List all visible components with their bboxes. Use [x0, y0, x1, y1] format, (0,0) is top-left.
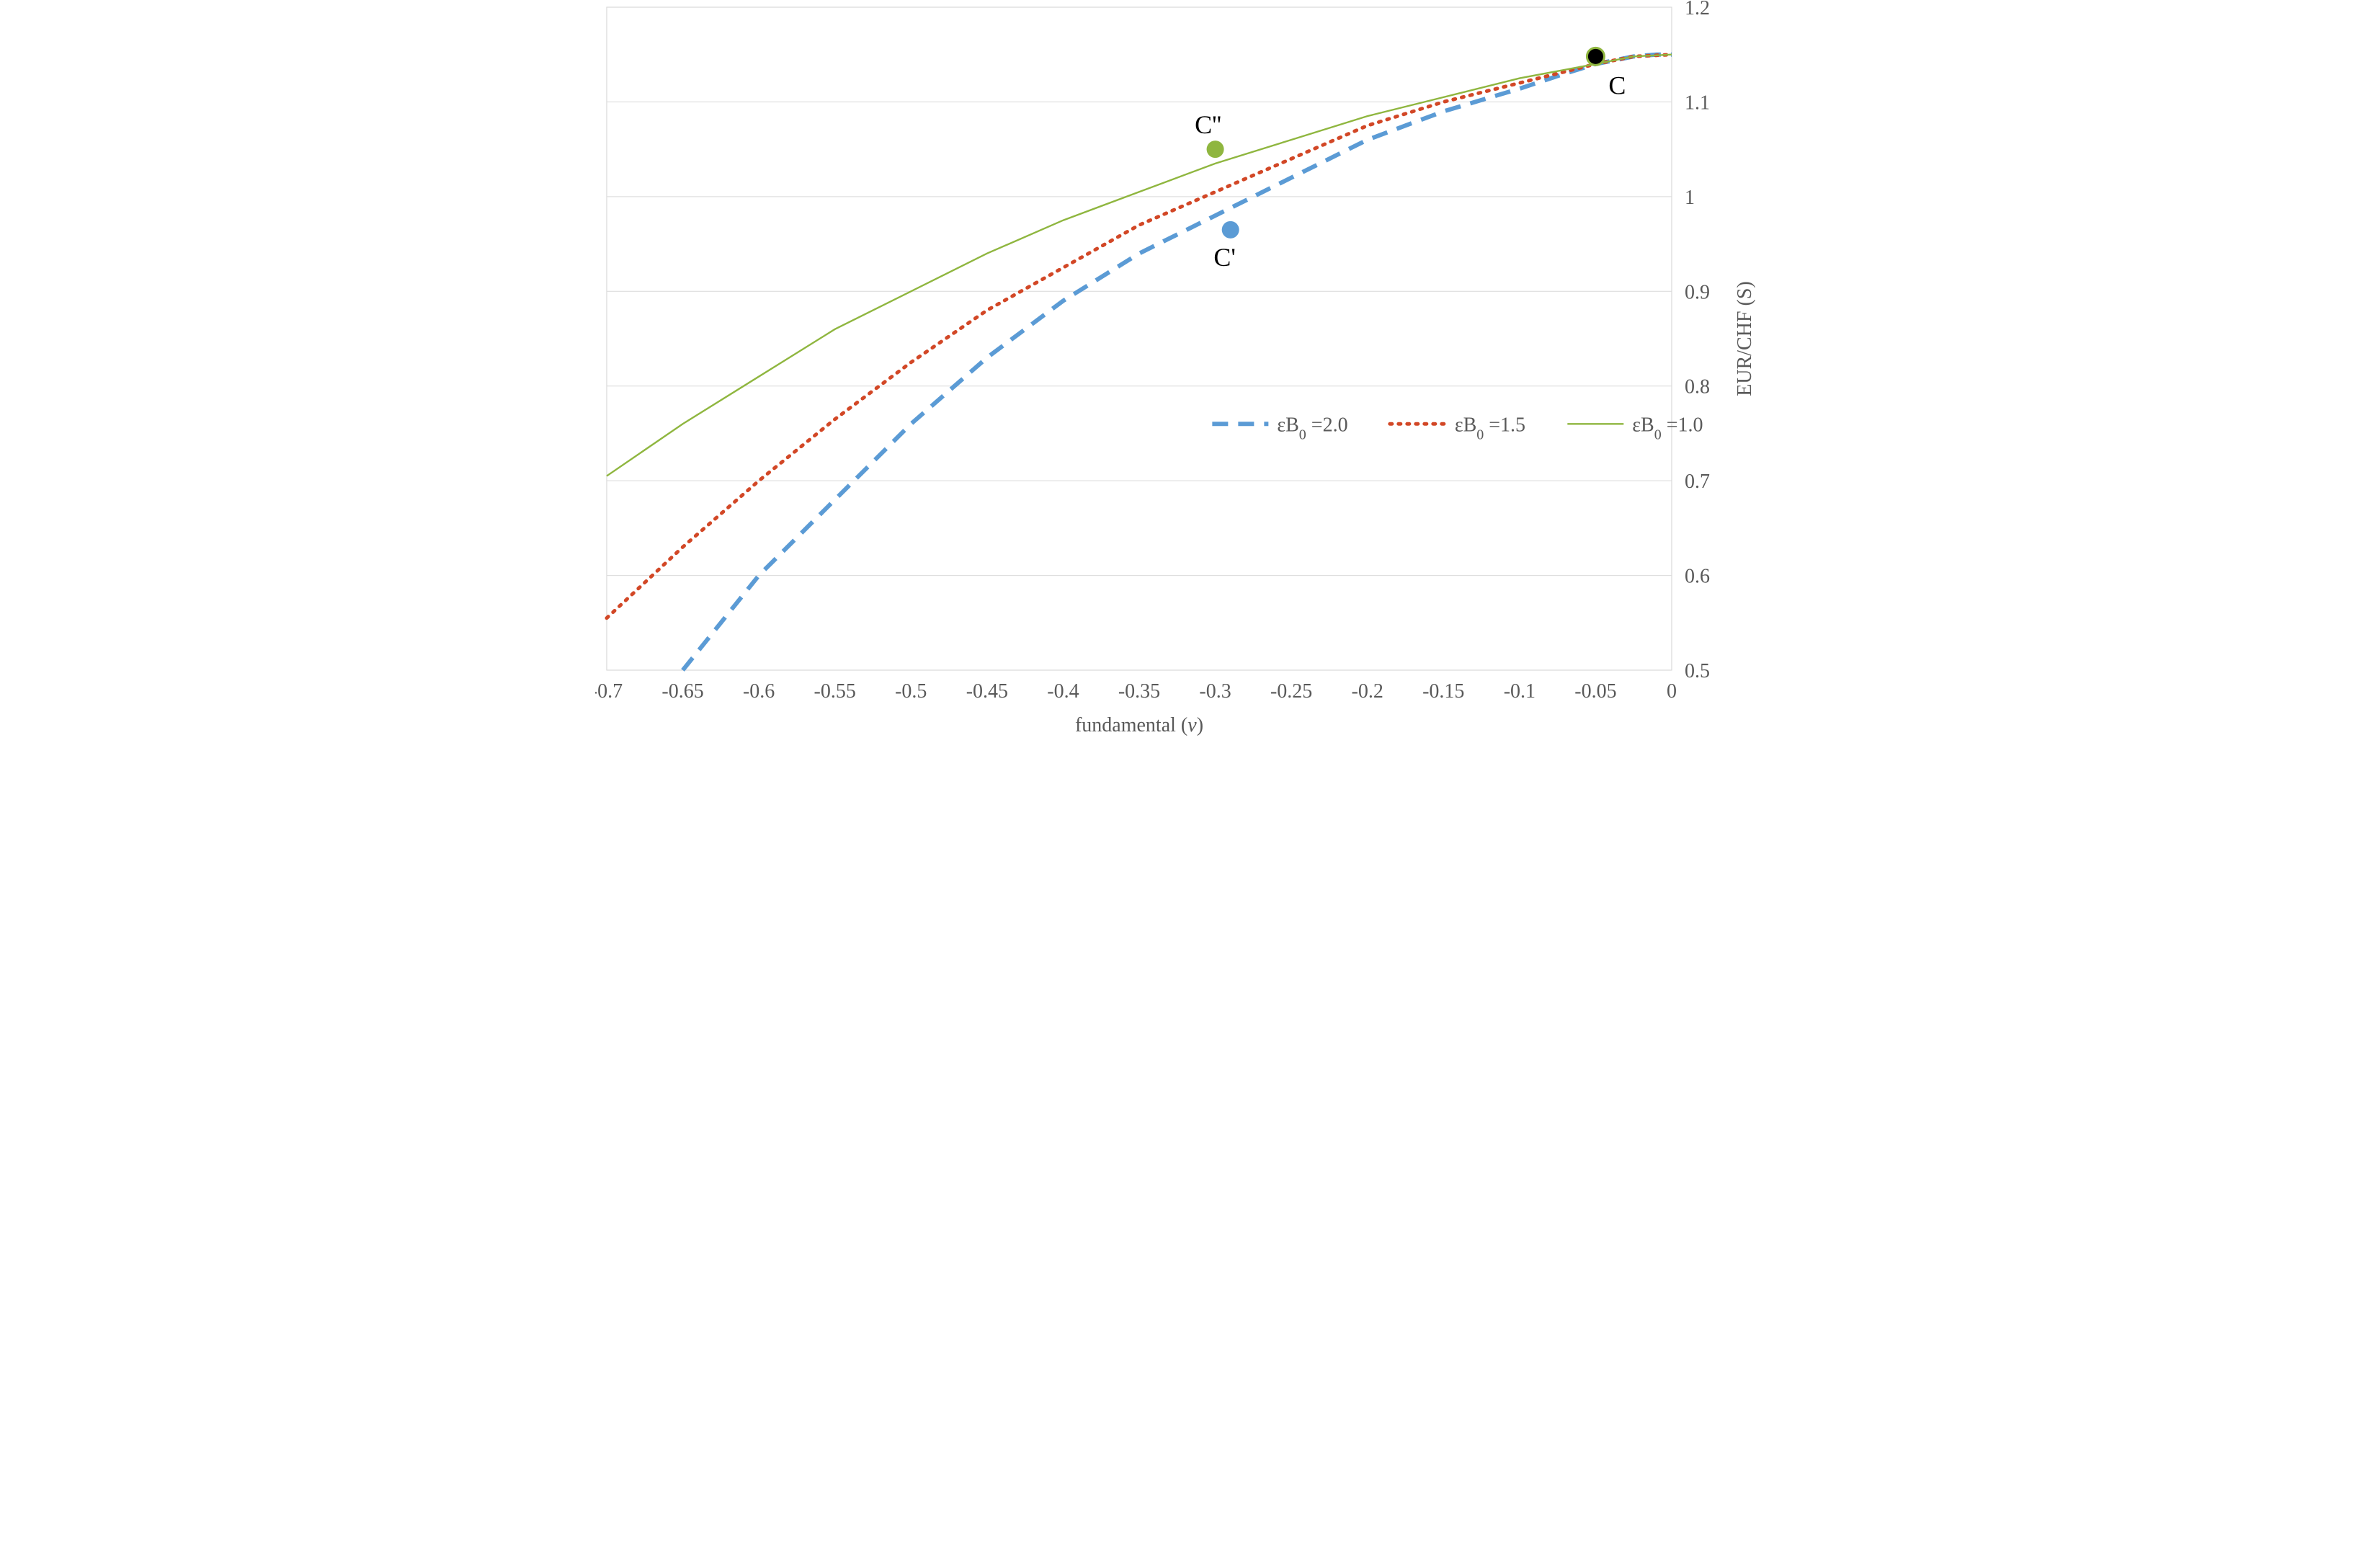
- marker-Cpp: [1207, 141, 1224, 158]
- marker-Cp: [1222, 221, 1239, 239]
- y-axis-title: EUR/CHF (S): [1734, 281, 1756, 396]
- x-tick-label: -0.25: [1270, 680, 1312, 703]
- x-tick-label: -0.7: [595, 680, 623, 703]
- x-tick-label: -0.6: [743, 680, 775, 703]
- x-tick-label: -0.55: [814, 680, 856, 703]
- y-tick-label: 0.6: [1685, 566, 1710, 588]
- chart-svg: C C'' C' -0.7 -0.65 -0.6 -0.55 -0.5 -0.45 -0.4 -0.…: [595, 0, 1785, 775]
- y-tick-label: 0.5: [1685, 660, 1710, 682]
- x-tick-label: -0.45: [966, 680, 1008, 703]
- x-tick-label: -0.05: [1574, 680, 1616, 703]
- x-tick-label: -0.4: [1047, 680, 1079, 703]
- x-tick-label: -0.1: [1504, 680, 1536, 703]
- y-tick-label: 0.7: [1685, 471, 1710, 493]
- y-tick-label: 0.9: [1685, 281, 1710, 303]
- y-tick-label: 1: [1685, 187, 1695, 209]
- x-tick-label: -0.5: [895, 680, 927, 703]
- marker-label-C: C: [1608, 71, 1626, 99]
- x-tick-label: -0.65: [661, 680, 703, 703]
- x-tick-label: 0: [1667, 680, 1677, 703]
- y-tick-label: 1.2: [1685, 0, 1710, 19]
- x-tick-label: -0.15: [1422, 680, 1464, 703]
- x-tick-label: -0.3: [1199, 680, 1231, 703]
- marker-label-Cp: C': [1213, 243, 1236, 272]
- chart-container: C C'' C' -0.7 -0.65 -0.6 -0.55 -0.5 -0.45 -0.4 -0.…: [595, 0, 1785, 775]
- marker-label-Cpp: C'': [1195, 110, 1221, 139]
- marker-C: [1587, 48, 1604, 65]
- y-tick-label: 0.8: [1685, 376, 1710, 398]
- x-tick-label: -0.35: [1118, 680, 1160, 703]
- x-axis-title: fundamental (v): [1075, 714, 1203, 736]
- y-tick-label: 1.1: [1685, 92, 1710, 114]
- x-tick-label: -0.2: [1352, 680, 1383, 703]
